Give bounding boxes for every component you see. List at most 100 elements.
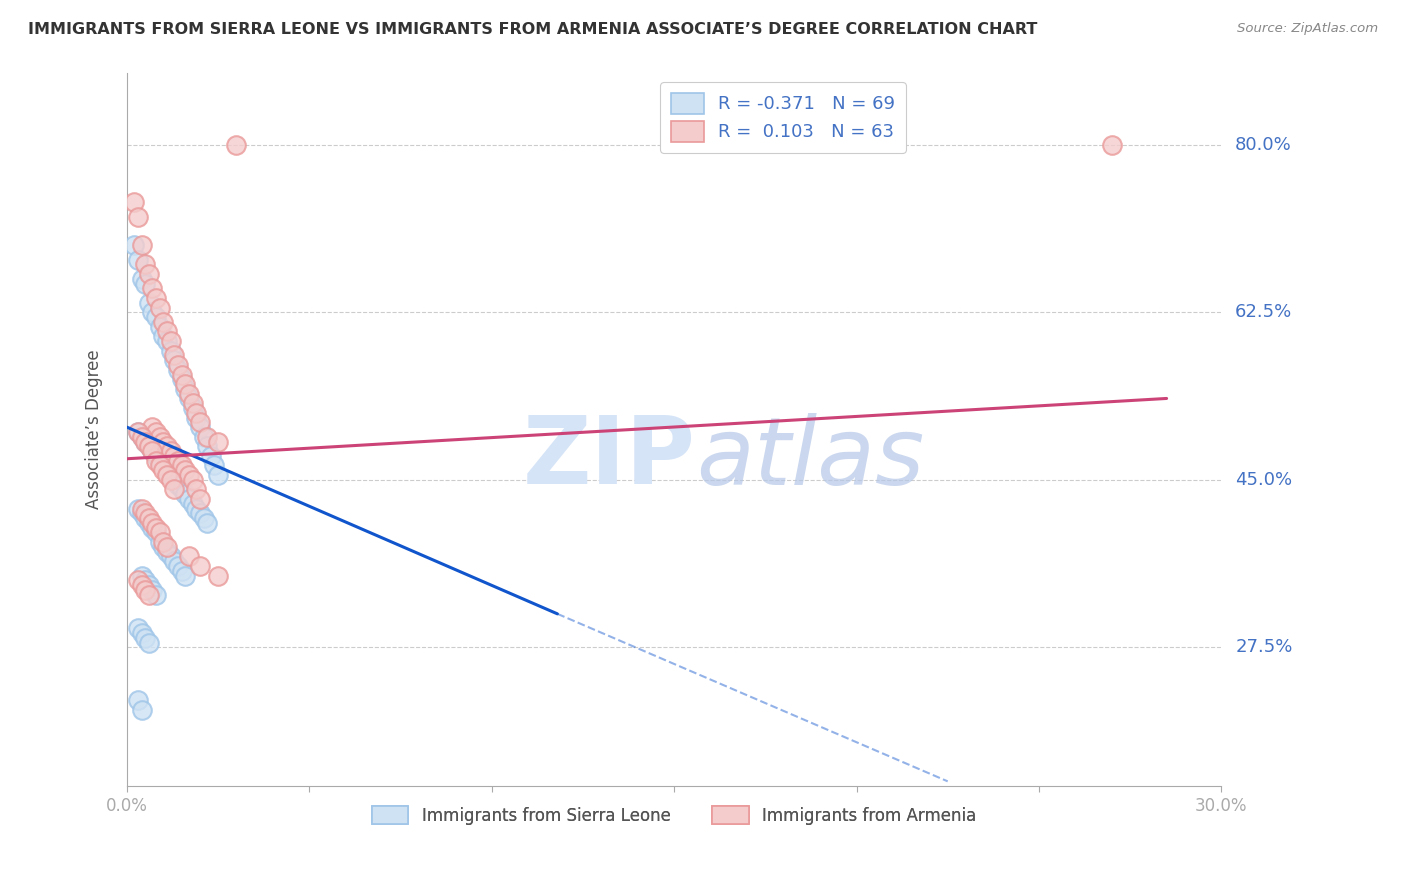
Point [170, 564, 193, 578]
Point [138, 267, 160, 281]
Point [174, 382, 197, 396]
Point [177, 491, 200, 506]
Point [188, 416, 211, 430]
Point [134, 511, 156, 525]
Point [195, 439, 218, 453]
Point [188, 506, 211, 520]
Point [159, 468, 181, 483]
Point [152, 434, 174, 449]
Point [141, 444, 163, 458]
Point [195, 430, 218, 444]
Point [181, 473, 204, 487]
Point [163, 483, 186, 497]
Point [134, 257, 156, 271]
Point [163, 473, 186, 487]
Point [181, 396, 204, 410]
Point [134, 277, 156, 291]
Point [167, 453, 190, 467]
Point [195, 516, 218, 530]
Point [163, 449, 186, 463]
Point [200, 449, 222, 463]
Point [149, 535, 172, 549]
Point [163, 554, 186, 568]
Point [186, 483, 208, 497]
Point [167, 362, 190, 376]
Point [131, 430, 153, 444]
Point [141, 582, 163, 597]
Point [170, 483, 193, 497]
Point [186, 406, 208, 420]
Point [159, 334, 181, 348]
Point [127, 574, 149, 588]
Point [188, 420, 211, 434]
Text: IMMIGRANTS FROM SIERRA LEONE VS IMMIGRANTS FROM ARMENIA ASSOCIATE’S DEGREE CORRE: IMMIGRANTS FROM SIERRA LEONE VS IMMIGRAN… [28, 22, 1038, 37]
Point [186, 501, 208, 516]
Point [141, 281, 163, 295]
Point [174, 463, 197, 477]
Point [174, 568, 197, 582]
Point [167, 477, 190, 491]
Point [156, 334, 179, 348]
Point [193, 430, 215, 444]
Point [131, 578, 153, 592]
Point [134, 574, 156, 588]
Point [152, 315, 174, 329]
Point [177, 386, 200, 401]
Point [138, 516, 160, 530]
Point [186, 410, 208, 425]
Point [131, 626, 153, 640]
Point [145, 521, 167, 535]
Point [138, 578, 160, 592]
Point [131, 702, 153, 716]
Point [138, 511, 160, 525]
Point [145, 310, 167, 324]
Point [134, 631, 156, 645]
Point [127, 693, 149, 707]
Point [145, 588, 167, 602]
Point [207, 434, 229, 449]
Point [141, 444, 163, 458]
Point [177, 468, 200, 483]
Point [122, 238, 145, 252]
Point [152, 463, 174, 477]
Point [170, 458, 193, 473]
Point [159, 343, 181, 358]
Point [131, 430, 153, 444]
Point [138, 439, 160, 453]
Y-axis label: Associate’s Degree: Associate’s Degree [86, 350, 103, 509]
Point [134, 434, 156, 449]
Point [127, 425, 149, 439]
Point [152, 540, 174, 554]
Point [167, 558, 190, 573]
Point [149, 301, 172, 315]
Point [141, 521, 163, 535]
Point [134, 434, 156, 449]
Point [127, 425, 149, 439]
Point [156, 439, 179, 453]
Point [174, 487, 197, 501]
Point [152, 329, 174, 343]
Point [188, 558, 211, 573]
Point [159, 473, 181, 487]
Point [163, 348, 186, 362]
Point [131, 501, 153, 516]
Point [149, 430, 172, 444]
Point [145, 425, 167, 439]
Point [138, 439, 160, 453]
Point [122, 195, 145, 210]
Text: 62.5%: 62.5% [1236, 303, 1292, 321]
Text: 27.5%: 27.5% [1236, 639, 1292, 657]
Point [152, 535, 174, 549]
Point [149, 458, 172, 473]
Point [170, 368, 193, 382]
Point [131, 238, 153, 252]
Point [174, 377, 197, 392]
Point [156, 468, 179, 483]
Point [131, 272, 153, 286]
Point [170, 372, 193, 386]
Point [131, 506, 153, 520]
Point [127, 252, 149, 267]
Point [134, 582, 156, 597]
Point [159, 549, 181, 564]
Point [145, 453, 167, 467]
